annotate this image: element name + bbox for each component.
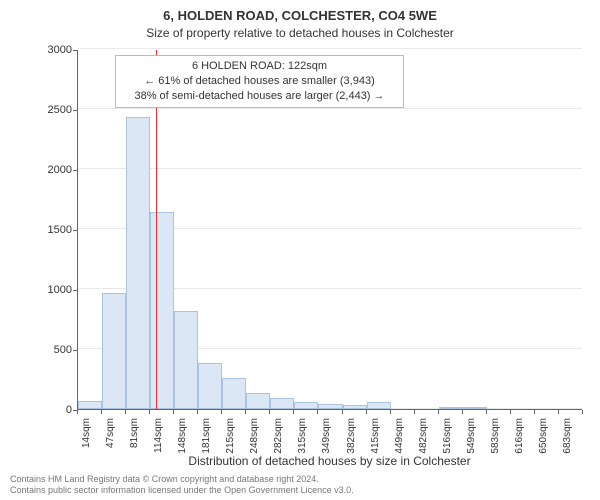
y-tick-label: 0 <box>32 404 72 416</box>
x-tick-mark <box>534 410 535 414</box>
x-tick-label: 349sqm <box>321 418 332 458</box>
gridline <box>78 168 582 169</box>
histogram-bar <box>222 378 246 409</box>
x-tick-label: 616sqm <box>514 418 525 458</box>
x-tick-mark <box>101 410 102 414</box>
y-tick-mark <box>73 290 77 291</box>
x-tick-mark <box>510 410 511 414</box>
x-tick-mark <box>366 410 367 414</box>
x-tick-mark <box>173 410 174 414</box>
x-tick-label: 549sqm <box>466 418 477 458</box>
histogram-bar <box>102 293 126 409</box>
x-tick-mark <box>438 410 439 414</box>
x-tick-label: 114sqm <box>153 418 164 458</box>
x-tick-label: 248sqm <box>249 418 260 458</box>
callout-line: 38% of semi-detached houses are larger (… <box>122 89 397 104</box>
x-tick-label: 415sqm <box>370 418 381 458</box>
x-tick-mark <box>582 410 583 414</box>
x-tick-label: 382sqm <box>346 418 357 458</box>
x-tick-mark <box>269 410 270 414</box>
x-tick-mark <box>77 410 78 414</box>
histogram-bar <box>463 407 487 409</box>
x-tick-label: 282sqm <box>273 418 284 458</box>
histogram-bar <box>150 212 174 409</box>
x-tick-mark <box>293 410 294 414</box>
histogram-bar <box>198 363 222 409</box>
y-tick-label: 1000 <box>32 284 72 296</box>
x-tick-mark <box>149 410 150 414</box>
x-tick-mark <box>486 410 487 414</box>
x-tick-label: 148sqm <box>177 418 188 458</box>
x-tick-label: 650sqm <box>538 418 549 458</box>
footer-line-1: Contains HM Land Registry data © Crown c… <box>10 474 354 485</box>
x-tick-mark <box>558 410 559 414</box>
x-tick-label: 449sqm <box>394 418 405 458</box>
footer-line-2: Contains public sector information licen… <box>10 485 354 496</box>
x-tick-label: 516sqm <box>442 418 453 458</box>
histogram-bar <box>294 402 318 409</box>
x-tick-label: 14sqm <box>81 418 92 458</box>
gridline <box>78 108 582 109</box>
y-tick-mark <box>73 170 77 171</box>
x-tick-mark <box>342 410 343 414</box>
y-tick-label: 3000 <box>32 44 72 56</box>
x-tick-label: 47sqm <box>105 418 116 458</box>
y-tick-mark <box>73 50 77 51</box>
x-tick-mark <box>245 410 246 414</box>
histogram-bar <box>246 393 270 409</box>
x-tick-mark <box>125 410 126 414</box>
y-tick-label: 500 <box>32 344 72 356</box>
histogram-bar <box>343 405 367 409</box>
callout-line: 6 HOLDEN ROAD: 122sqm <box>122 59 397 74</box>
footer-attribution: Contains HM Land Registry data © Crown c… <box>10 474 354 496</box>
y-tick-label: 1500 <box>32 224 72 236</box>
chart-title: 6, HOLDEN ROAD, COLCHESTER, CO4 5WE <box>0 8 600 23</box>
histogram-bar <box>78 401 102 409</box>
x-tick-mark <box>197 410 198 414</box>
x-tick-label: 315sqm <box>297 418 308 458</box>
x-tick-label: 215sqm <box>225 418 236 458</box>
callout-line: ← 61% of detached houses are smaller (3,… <box>122 74 397 89</box>
x-tick-mark <box>390 410 391 414</box>
y-tick-label: 2500 <box>32 104 72 116</box>
x-tick-mark <box>221 410 222 414</box>
y-tick-mark <box>73 110 77 111</box>
histogram-bar <box>318 404 342 409</box>
callout-box: 6 HOLDEN ROAD: 122sqm← 61% of detached h… <box>115 55 404 108</box>
histogram-bar <box>174 311 198 409</box>
histogram-bar <box>439 407 463 409</box>
chart-container: 6, HOLDEN ROAD, COLCHESTER, CO4 5WE Size… <box>0 0 600 500</box>
x-tick-label: 81sqm <box>129 418 140 458</box>
x-tick-label: 181sqm <box>201 418 212 458</box>
x-tick-mark <box>414 410 415 414</box>
histogram-bar <box>270 398 294 409</box>
x-tick-label: 482sqm <box>418 418 429 458</box>
gridline <box>78 48 582 49</box>
chart-subtitle: Size of property relative to detached ho… <box>0 26 600 40</box>
x-tick-mark <box>462 410 463 414</box>
histogram-bar <box>367 402 391 409</box>
y-tick-label: 2000 <box>32 164 72 176</box>
x-tick-mark <box>317 410 318 414</box>
histogram-bar <box>126 117 150 409</box>
y-tick-mark <box>73 230 77 231</box>
y-tick-mark <box>73 350 77 351</box>
x-tick-label: 683sqm <box>562 418 573 458</box>
x-tick-label: 583sqm <box>490 418 501 458</box>
